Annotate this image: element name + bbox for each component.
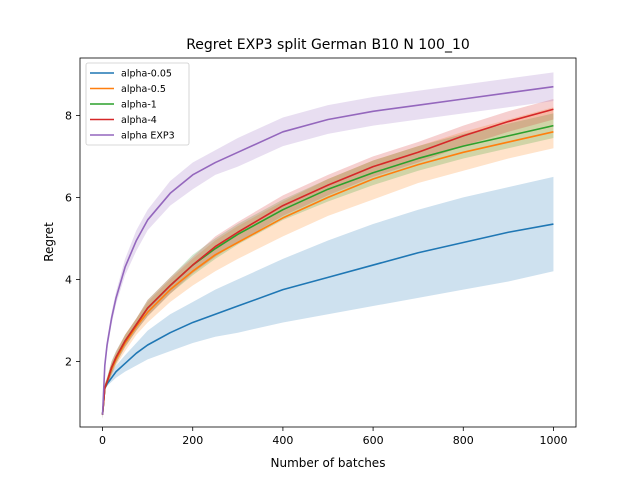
legend-label-4: alpha EXP3 bbox=[121, 131, 175, 142]
series-lines bbox=[101, 85, 554, 415]
y-axis-ticks: 2 4 6 8 bbox=[65, 109, 80, 368]
x-tick-label-0: 0 bbox=[99, 434, 106, 447]
series-4-line bbox=[101, 85, 554, 415]
x-tick-label-4: 800 bbox=[453, 434, 474, 447]
y-tick-label-2: 6 bbox=[65, 191, 72, 204]
legend-label-3: alpha-4 bbox=[121, 115, 157, 126]
series-1-band bbox=[102, 107, 554, 419]
y-tick-label-3: 8 bbox=[65, 109, 72, 122]
x-tick-label-2: 400 bbox=[272, 434, 293, 447]
x-tick-label-3: 600 bbox=[363, 434, 384, 447]
legend: alpha-0.05 alpha-0.5 alpha-1 alpha-4 alpha E… bbox=[85, 62, 190, 146]
x-tick-label-1: 200 bbox=[182, 434, 203, 447]
x-tick-label-5: 1000 bbox=[539, 434, 567, 447]
series-3-line bbox=[101, 108, 554, 415]
y-tick-label-1: 4 bbox=[65, 273, 72, 286]
series-0-line bbox=[101, 223, 554, 415]
plot-frame bbox=[79, 57, 577, 428]
y-axis-label: Regret bbox=[42, 222, 56, 262]
legend-box bbox=[85, 62, 190, 146]
chart-title: Regret EXP3 split German B10 N 100_10 bbox=[186, 37, 470, 53]
x-axis-label: Number of batches bbox=[271, 456, 386, 470]
series-3-band bbox=[102, 99, 554, 419]
y-tick-label-0: 2 bbox=[65, 355, 72, 368]
series-0-band bbox=[102, 176, 554, 419]
legend-label-0: alpha-0.05 bbox=[121, 69, 172, 80]
series-4-band bbox=[102, 72, 554, 419]
legend-label-2: alpha-1 bbox=[121, 100, 157, 111]
legend-label-1: alpha-0.5 bbox=[121, 84, 166, 95]
x-axis-ticks: 0 200 400 600 800 1000 bbox=[99, 427, 567, 447]
